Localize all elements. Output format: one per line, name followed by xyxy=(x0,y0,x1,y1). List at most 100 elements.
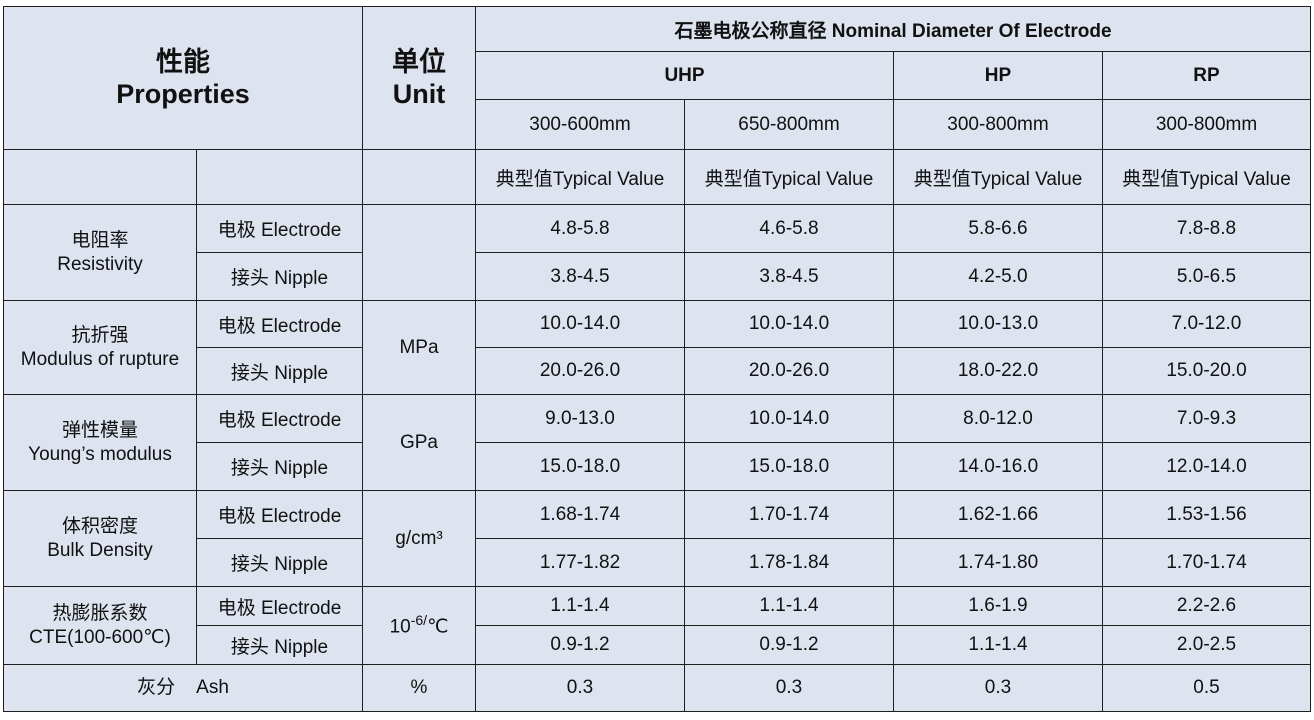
value-cell: 18.0-22.0 xyxy=(893,347,1103,395)
nipple-label: 接头 Nipple xyxy=(196,442,363,491)
value-cell: 1.68-1.74 xyxy=(475,490,685,539)
nipple-label: 接头 Nipple xyxy=(196,625,363,665)
properties-header: 性能 Properties xyxy=(3,6,363,150)
electrode-label: 电极 Electrode xyxy=(196,204,363,253)
empty-cell xyxy=(362,149,476,205)
unit-tail: ℃ xyxy=(427,616,449,638)
value-cell: 1.1-1.4 xyxy=(684,586,894,626)
property-name-en: CTE(100-600℃) xyxy=(29,626,171,648)
table-row: 接头 Nipple 0.9-1.2 0.9-1.2 1.1-1.4 2.0-2.… xyxy=(4,625,1312,665)
value-cell: 1.70-1.74 xyxy=(684,490,894,539)
grade-uhp: UHP xyxy=(475,51,894,100)
value-cell: 1.77-1.82 xyxy=(475,538,685,587)
typical-value-label: 典型值Typical Value xyxy=(475,149,685,205)
typical-value-label: 典型值Typical Value xyxy=(684,149,894,205)
electrode-label: 电极 Electrode xyxy=(196,300,363,348)
value-cell: 3.8-4.5 xyxy=(684,252,894,301)
value-cell: 0.9-1.2 xyxy=(475,625,685,665)
value-cell: 1.74-1.80 xyxy=(893,538,1103,587)
value-cell: 9.0-13.0 xyxy=(475,394,685,443)
property-name-cn: 弹性模量 xyxy=(61,419,138,441)
value-cell: 4.8-5.8 xyxy=(475,204,685,253)
unit-header-cn: 单位 xyxy=(392,47,446,77)
unit-base: 10 xyxy=(389,616,411,638)
electrode-label: 电极 Electrode xyxy=(196,490,363,539)
value-cell: 1.62-1.66 xyxy=(893,490,1103,539)
properties-header-en: Properties xyxy=(116,79,250,109)
properties-table: 性能 Properties 单位 Unit 石墨电极公称直径 Nominal D… xyxy=(3,6,1312,712)
table-row: 接头 Nipple 3.8-4.5 3.8-4.5 4.2-5.0 5.0-6.… xyxy=(4,252,1312,301)
table-row: 接头 Nipple 1.77-1.82 1.78-1.84 1.74-1.80 … xyxy=(4,538,1312,587)
property-name-cn: 电阻率 xyxy=(71,229,129,251)
table-row: 弹性模量 Young’s modulus 电极 Electrode GPa 9.… xyxy=(3,394,1312,491)
property-resistivity: 电阻率 Resistivity xyxy=(3,204,197,301)
property-youngs-modulus: 弹性模量 Young’s modulus xyxy=(3,394,197,491)
unit-cell: g/cm³ xyxy=(362,490,476,587)
value-cell: 10.0-13.0 xyxy=(893,300,1103,348)
value-cell: 0.5 xyxy=(1101,664,1312,712)
value-cell: 12.0-14.0 xyxy=(1101,442,1312,491)
table-row: 抗折强 Modulus of rupture 电极 Electrode MPa … xyxy=(3,300,1312,395)
diameter-cell: 300-800mm xyxy=(893,99,1103,150)
diameter-cell: 650-800mm xyxy=(684,99,894,150)
nipple-label: 接头 Nipple xyxy=(196,252,363,301)
value-cell: 7.0-12.0 xyxy=(1101,300,1312,348)
typical-value-label: 典型值Typical Value xyxy=(893,149,1103,205)
table-row: 电阻率 Resistivity 电极 Electrode 4.8-5.8 4.6… xyxy=(3,204,1312,301)
value-cell: 1.1-1.4 xyxy=(893,625,1103,665)
diameter-cell: 300-800mm xyxy=(1101,99,1312,150)
nominal-diameter-header: 石墨电极公称直径 Nominal Diameter Of Electrode xyxy=(474,6,1312,52)
value-cell: 5.8-6.6 xyxy=(893,204,1103,253)
value-cell: 1.6-1.9 xyxy=(893,586,1103,626)
nipple-label: 接头 Nipple xyxy=(196,347,363,395)
value-cell: 8.0-12.0 xyxy=(893,394,1103,443)
value-cell: 15.0-18.0 xyxy=(475,442,685,491)
property-name-en: Young’s modulus xyxy=(28,443,172,465)
value-cell: 4.2-5.0 xyxy=(893,252,1103,301)
empty-cell xyxy=(196,149,363,205)
property-name-en: Resistivity xyxy=(57,253,143,275)
table-row: 接头 Nipple 20.0-26.0 20.0-26.0 18.0-22.0 … xyxy=(4,347,1312,395)
property-name-cn: 热膨胀系数 xyxy=(52,602,148,624)
electrode-label: 电极 Electrode xyxy=(196,586,363,626)
value-cell: 0.3 xyxy=(893,664,1103,712)
value-cell: 20.0-26.0 xyxy=(475,347,685,395)
grade-hp: HP xyxy=(893,51,1103,100)
value-cell: 4.6-5.8 xyxy=(684,204,894,253)
property-name-cn: 抗折强 xyxy=(71,324,129,346)
unit-cell xyxy=(362,204,476,301)
value-cell: 3.8-4.5 xyxy=(475,252,685,301)
unit-superscript: -6/ xyxy=(410,612,428,629)
unit-cell: 10-6/℃ xyxy=(362,586,476,665)
value-cell: 7.8-8.8 xyxy=(1101,204,1312,253)
typical-value-label: 典型值Typical Value xyxy=(1101,149,1312,205)
value-cell: 15.0-20.0 xyxy=(1101,347,1312,395)
electrode-label: 电极 Electrode xyxy=(196,394,363,443)
empty-cell xyxy=(3,149,197,205)
value-cell: 1.53-1.56 xyxy=(1101,490,1312,539)
property-name-cn: 体积密度 xyxy=(61,515,138,537)
property-bulk-density: 体积密度 Bulk Density xyxy=(3,490,197,587)
properties-header-cn: 性能 xyxy=(156,47,210,77)
grade-rp: RP xyxy=(1101,51,1312,100)
unit-cell: MPa xyxy=(362,300,476,395)
property-cte: 热膨胀系数 CTE(100-600℃) xyxy=(3,586,197,665)
value-cell: 10.0-14.0 xyxy=(684,300,894,348)
value-cell: 15.0-18.0 xyxy=(684,442,894,491)
value-cell: 7.0-9.3 xyxy=(1101,394,1312,443)
property-ash: 灰分 Ash xyxy=(3,664,363,712)
property-modulus-of-rupture: 抗折强 Modulus of rupture xyxy=(3,300,197,395)
value-cell: 0.3 xyxy=(475,664,685,712)
value-cell: 0.9-1.2 xyxy=(684,625,894,665)
value-cell: 10.0-14.0 xyxy=(684,394,894,443)
unit-cell: GPa xyxy=(362,394,476,491)
diameter-cell: 300-600mm xyxy=(475,99,685,150)
table-row: 灰分 Ash % 0.3 0.3 0.3 0.5 xyxy=(3,664,1312,712)
table-row: 接头 Nipple 15.0-18.0 15.0-18.0 14.0-16.0 … xyxy=(4,442,1312,491)
value-cell: 0.3 xyxy=(684,664,894,712)
property-name-en: Bulk Density xyxy=(47,539,153,561)
unit-header: 单位 Unit xyxy=(362,6,476,150)
table-row: 热膨胀系数 CTE(100-600℃) 电极 Electrode 10-6/℃ … xyxy=(3,586,1312,665)
value-cell: 1.78-1.84 xyxy=(684,538,894,587)
value-cell: 1.70-1.74 xyxy=(1101,538,1312,587)
